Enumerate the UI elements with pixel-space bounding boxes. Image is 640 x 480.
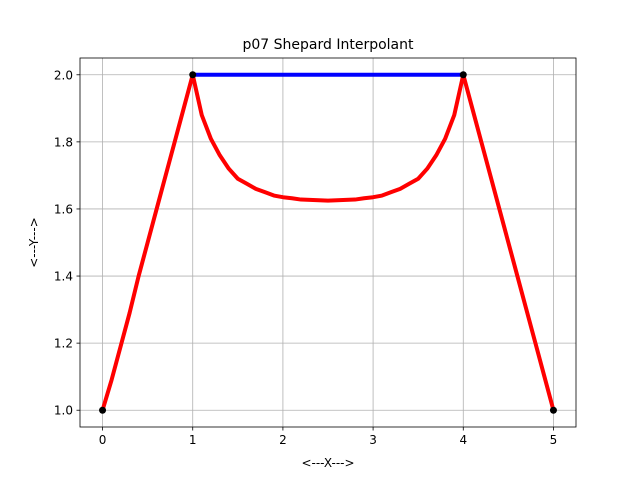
- x-tick-label: 0: [99, 433, 107, 447]
- plot-area-frame: [79, 57, 577, 428]
- data-point-marker: [189, 71, 197, 79]
- y-tick-label: 2.0: [54, 68, 73, 82]
- grid: [80, 58, 576, 427]
- y-tick-label: 1.8: [54, 135, 73, 149]
- data-point-marker: [459, 71, 467, 79]
- tick-layer: 0 1 2 3 4 5 1.0 1.2 1.4 1.6 1.8 2.0: [54, 68, 557, 447]
- series-layer: [100, 72, 556, 413]
- y-tick-label: 1.4: [54, 270, 73, 284]
- y-tick-label: 1.6: [54, 202, 73, 216]
- x-tick-label: 5: [550, 433, 558, 447]
- x-tick-label: 4: [459, 433, 467, 447]
- x-tick-label: 1: [189, 433, 197, 447]
- series-line-shepard-interpolant: [100, 72, 556, 413]
- y-tick-label: 1.0: [54, 404, 73, 418]
- data-point-marker: [99, 406, 107, 414]
- x-tick-label: 3: [369, 433, 377, 447]
- y-axis-label: <---Y--->: [27, 217, 41, 268]
- marker-layer: [99, 71, 557, 414]
- chart-title: p07 Shepard Interpolant: [243, 37, 414, 53]
- data-point-marker: [549, 406, 557, 414]
- x-axis-label: <---X--->: [301, 456, 354, 470]
- y-tick-label: 1.2: [54, 337, 73, 351]
- x-tick-label: 2: [279, 433, 287, 447]
